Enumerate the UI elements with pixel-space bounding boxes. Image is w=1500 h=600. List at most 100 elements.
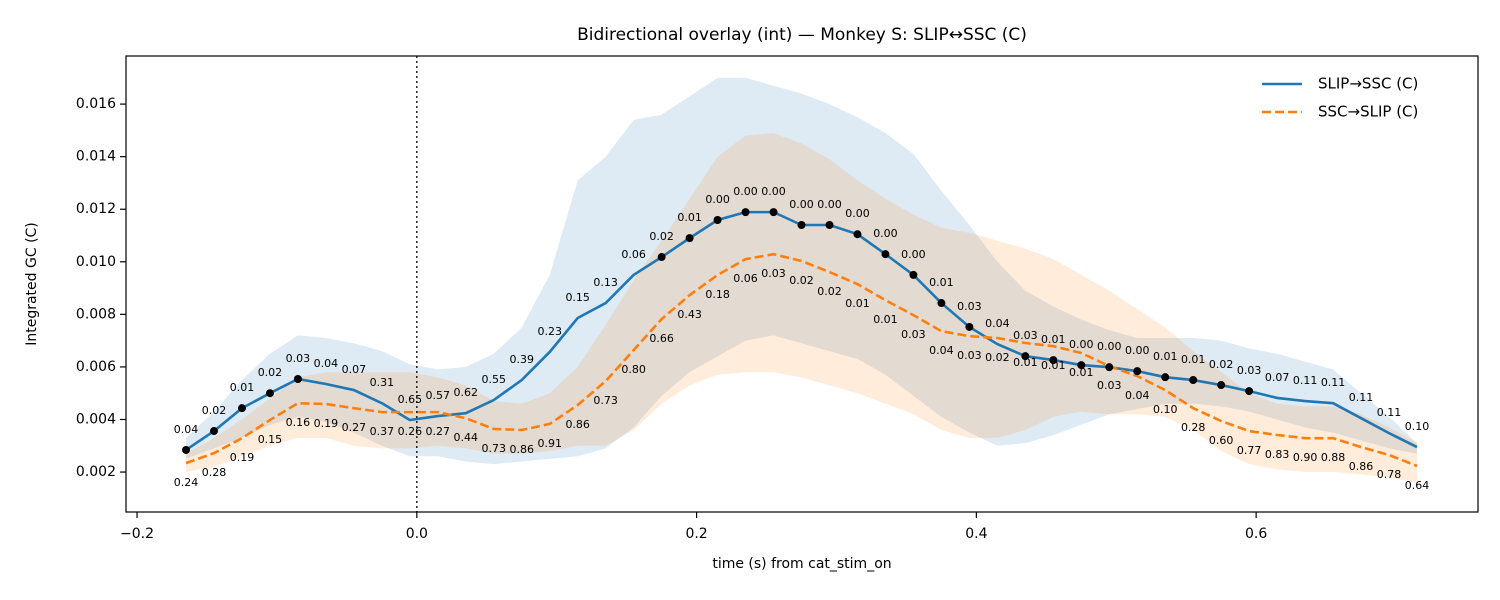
p-value-label: 0.03 [957, 349, 982, 362]
p-value-label: 0.07 [342, 363, 367, 376]
point-marker [741, 208, 750, 217]
p-value-label: 0.04 [174, 423, 199, 436]
p-value-label: 0.19 [314, 417, 339, 430]
point-marker [853, 230, 862, 239]
x-axis-label: time (s) from cat_stim_on [712, 556, 891, 572]
p-value-label: 0.91 [537, 437, 562, 450]
p-value-label: 0.73 [593, 394, 618, 407]
p-value-label: 0.01 [1069, 366, 1094, 379]
p-value-label: 0.03 [1013, 329, 1038, 342]
p-value-label: 0.62 [454, 386, 479, 399]
p-value-label: 0.11 [1349, 391, 1374, 404]
legend-label: SLIP→SSC (C) [1318, 75, 1418, 93]
p-value-label: 0.26 [398, 425, 423, 438]
p-value-label: 0.02 [202, 404, 227, 417]
p-value-label: 0.44 [454, 431, 479, 444]
y-tick-label: 0.012 [76, 201, 116, 217]
point-marker [182, 445, 191, 454]
p-value-label: 0.02 [649, 230, 674, 243]
p-value-label: 0.86 [509, 443, 534, 456]
y-axis-label: Integrated GC (C) [24, 222, 40, 346]
p-value-label: 0.37 [370, 425, 395, 438]
point-marker [293, 375, 302, 384]
p-value-label: 0.06 [621, 248, 646, 261]
p-value-label: 0.00 [1097, 340, 1122, 353]
p-value-label: 0.18 [705, 288, 730, 301]
p-value-label: 0.80 [621, 363, 646, 376]
point-marker [657, 253, 666, 262]
legend-label: SSC→SLIP (C) [1318, 103, 1418, 121]
p-value-label: 0.43 [677, 308, 702, 321]
p-value-label: 0.02 [1209, 358, 1234, 371]
point-marker [797, 220, 806, 229]
y-tick-label: 0.004 [76, 411, 116, 427]
p-value-label: 0.03 [1097, 379, 1122, 392]
point-marker [1077, 361, 1086, 370]
point-marker [1021, 352, 1030, 361]
x-tick-label: 0.2 [685, 526, 707, 542]
p-value-label: 0.73 [482, 442, 507, 455]
p-value-label: 0.77 [1237, 444, 1262, 457]
p-value-label: 0.10 [1153, 403, 1178, 416]
point-marker [1049, 356, 1058, 365]
p-value-label: 0.07 [1265, 371, 1290, 384]
p-value-label: 0.28 [202, 466, 227, 479]
p-value-label: 0.02 [817, 285, 842, 298]
p-value-label: 0.78 [1377, 468, 1402, 481]
p-value-label: 0.02 [789, 274, 814, 287]
p-value-label: 0.15 [565, 291, 590, 304]
p-value-label: 0.03 [901, 328, 926, 341]
point-marker [1217, 381, 1226, 390]
x-tick-label: 0.4 [965, 526, 987, 542]
p-value-label: 0.00 [733, 185, 758, 198]
p-value-label: 0.65 [398, 393, 423, 406]
p-value-label: 0.88 [1321, 451, 1346, 464]
point-marker [937, 299, 946, 308]
p-value-label: 0.64 [1405, 479, 1430, 492]
p-value-label: 0.11 [1293, 374, 1318, 387]
p-value-label: 0.28 [1181, 421, 1206, 434]
y-tick-label: 0.014 [76, 149, 116, 165]
chart-title: Bidirectional overlay (int) — Monkey S: … [577, 25, 1027, 45]
y-tick-label: 0.002 [76, 464, 116, 480]
y-tick-label: 0.010 [76, 254, 116, 270]
p-value-label: 0.57 [426, 389, 451, 402]
p-value-label: 0.02 [985, 351, 1010, 364]
point-marker [1161, 373, 1170, 382]
point-marker [881, 250, 890, 259]
series-line [185, 252, 1418, 468]
point-marker [965, 322, 974, 331]
p-value-label: 0.27 [342, 421, 367, 434]
p-value-label: 0.86 [565, 418, 590, 431]
p-value-label: 0.00 [1069, 338, 1094, 351]
x-tick-label: 0.0 [406, 526, 428, 542]
p-value-label: 0.90 [1293, 451, 1318, 464]
p-value-label: 0.15 [258, 433, 283, 446]
p-value-label: 0.04 [985, 317, 1010, 330]
p-value-label: 0.16 [286, 416, 311, 429]
point-marker [209, 427, 218, 436]
p-value-label: 0.13 [593, 276, 618, 289]
point-marker [769, 208, 778, 217]
p-value-label: 0.01 [1041, 333, 1066, 346]
p-value-label: 0.04 [929, 344, 954, 357]
p-value-label: 0.10 [1405, 420, 1430, 433]
point-marker [1133, 367, 1142, 376]
p-value-label: 0.04 [1125, 389, 1150, 402]
point-marker [1105, 363, 1114, 372]
p-value-label: 0.39 [509, 353, 534, 366]
p-value-label: 0.11 [1321, 376, 1346, 389]
y-tick-label: 0.016 [76, 96, 116, 112]
p-value-label: 0.23 [537, 325, 562, 338]
p-value-label: 0.60 [1209, 434, 1234, 447]
p-value-label: 0.00 [901, 248, 926, 261]
p-value-label: 0.00 [789, 198, 814, 211]
p-value-label: 0.01 [1013, 356, 1038, 369]
y-tick-label: 0.008 [76, 306, 116, 322]
p-value-label: 0.66 [649, 332, 674, 345]
p-value-label: 0.01 [929, 276, 954, 289]
p-value-label: 0.01 [1041, 359, 1066, 372]
p-value-label: 0.01 [1181, 353, 1206, 366]
p-value-label: 0.86 [1349, 460, 1374, 473]
x-tick-label: 0.6 [1245, 526, 1267, 542]
